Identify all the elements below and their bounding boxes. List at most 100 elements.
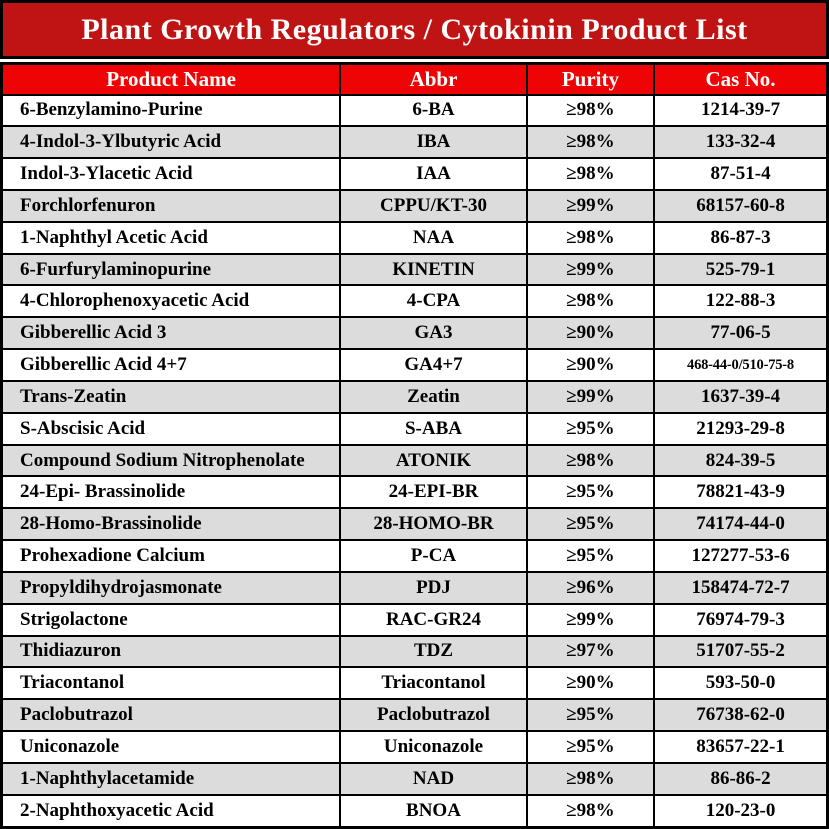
table-row: 1-Naphthyl Acetic Acid NAA ≥98% 86-87-3: [0, 220, 829, 255]
cas-no-cell: 133-32-4: [653, 125, 829, 160]
abbr-cell: Paclobutrazol: [339, 698, 528, 733]
table-row: Trans-Zeatin Zeatin ≥99% 1637-39-4: [0, 379, 829, 414]
abbr-cell: Triacontanol: [339, 666, 528, 701]
table-row: Triacontanol Triacontanol ≥90% 593-50-0: [0, 666, 829, 701]
abbr-cell: TDZ: [339, 634, 528, 669]
table-row: 6-Benzylamino-Purine 6-BA ≥98% 1214-39-7: [0, 93, 829, 128]
abbr-cell: NAA: [339, 220, 528, 255]
product-name-cell: Uniconazole: [0, 730, 342, 764]
product-name-cell: S-Abscisic Acid: [0, 411, 342, 446]
table-row: 2-Naphthoxyacetic Acid BNOA ≥98% 120-23-0: [0, 793, 829, 829]
table-row: Strigolactone RAC-GR24 ≥99% 76974-79-3: [0, 602, 829, 637]
purity-cell: ≥98%: [525, 93, 656, 128]
table-row: S-Abscisic Acid S-ABA ≥95% 21293-29-8: [0, 411, 829, 446]
product-name-cell: Trans-Zeatin: [0, 379, 342, 414]
table-row: Thidiazuron TDZ ≥97% 51707-55-2: [0, 634, 829, 669]
table-row: Indol-3-Ylacetic Acid IAA ≥98% 87-51-4: [0, 157, 829, 191]
cas-no-cell: 68157-60-8: [653, 188, 829, 223]
cas-no-cell: 83657-22-1: [653, 730, 829, 764]
purity-cell: ≥95%: [525, 475, 656, 510]
abbr-cell: 4-CPA: [339, 284, 528, 319]
cas-no-cell: 824-39-5: [653, 443, 829, 478]
abbr-cell: GA3: [339, 316, 528, 351]
table-row: Gibberellic Acid 4+7 GA4+7 ≥90% 468-44-0/51…: [0, 348, 829, 382]
table-row: Gibberellic Acid 3 GA3 ≥90% 77-06-5: [0, 316, 829, 351]
purity-cell: ≥98%: [525, 761, 656, 796]
product-name-cell: 4-Indol-3-Ylbutyric Acid: [0, 125, 342, 160]
cas-no-cell: 593-50-0: [653, 666, 829, 701]
purity-cell: ≥95%: [525, 507, 656, 542]
purity-cell: ≥96%: [525, 570, 656, 605]
abbr-cell: GA4+7: [339, 348, 528, 382]
cas-no-cell: 525-79-1: [653, 252, 829, 287]
column-header-cas-no: Cas No.: [653, 62, 829, 96]
product-name-cell: Strigolactone: [0, 602, 342, 637]
cas-no-cell: 76974-79-3: [653, 602, 829, 637]
cas-no-cell: 51707-55-2: [653, 634, 829, 669]
cas-no-cell: 86-86-2: [653, 761, 829, 796]
abbr-cell: BNOA: [339, 793, 528, 829]
purity-cell: ≥99%: [525, 379, 656, 414]
purity-cell: ≥99%: [525, 252, 656, 287]
table-row: Propyldihydrojasmonate PDJ ≥96% 158474-72-7: [0, 570, 829, 605]
cas-no-cell: 86-87-3: [653, 220, 829, 255]
purity-cell: ≥98%: [525, 125, 656, 160]
product-name-cell: 24-Epi- Brassinolide: [0, 475, 342, 510]
purity-cell: ≥99%: [525, 188, 656, 223]
product-name-cell: Propyldihydrojasmonate: [0, 570, 342, 605]
product-name-cell: 28-Homo-Brassinolide: [0, 507, 342, 542]
purity-cell: ≥98%: [525, 220, 656, 255]
header-row: Product Name Abbr Purity Cas No.: [0, 62, 829, 96]
cas-no-cell: 1637-39-4: [653, 379, 829, 414]
abbr-cell: CPPU/KT-30: [339, 188, 528, 223]
abbr-cell: KINETIN: [339, 252, 528, 287]
cas-no-cell: 122-88-3: [653, 284, 829, 319]
product-name-cell: 2-Naphthoxyacetic Acid: [0, 793, 342, 829]
purity-cell: ≥99%: [525, 602, 656, 637]
table-row: 4-Chlorophenoxyacetic Acid 4-CPA ≥98% 122-8…: [0, 284, 829, 319]
column-header-product-name: Product Name: [0, 62, 342, 96]
abbr-cell: ATONIK: [339, 443, 528, 478]
cas-no-cell: 78821-43-9: [653, 475, 829, 510]
cas-no-cell: 87-51-4: [653, 157, 829, 191]
product-name-cell: Paclobutrazol: [0, 698, 342, 733]
cas-no-cell: 77-06-5: [653, 316, 829, 351]
product-name-cell: 4-Chlorophenoxyacetic Acid: [0, 284, 342, 319]
product-name-cell: 6-Benzylamino-Purine: [0, 93, 342, 128]
table-row: 24-Epi- Brassinolide 24-EPI-BR ≥95% 78821-4…: [0, 475, 829, 510]
table-row: Compound Sodium Nitrophenolate ATONIK ≥98%…: [0, 443, 829, 478]
purity-cell: ≥98%: [525, 443, 656, 478]
abbr-cell: P-CA: [339, 539, 528, 573]
purity-cell: ≥90%: [525, 348, 656, 382]
product-name-cell: Prohexadione Calcium: [0, 539, 342, 573]
abbr-cell: 6-BA: [339, 93, 528, 128]
abbr-cell: 24-EPI-BR: [339, 475, 528, 510]
cas-no-cell: 468-44-0/510-75-8: [653, 348, 829, 382]
column-header-purity: Purity: [525, 62, 656, 96]
cas-no-cell: 76738-62-0: [653, 698, 829, 733]
table-row: 6-Furfurylaminopurine KINETIN ≥99% 525-79-1: [0, 252, 829, 287]
abbr-cell: Zeatin: [339, 379, 528, 414]
table-header: Product Name Abbr Purity Cas No.: [0, 62, 829, 96]
product-name-cell: 6-Furfurylaminopurine: [0, 252, 342, 287]
table-row: Uniconazole Uniconazole ≥95% 83657-22-1: [0, 730, 829, 764]
purity-cell: ≥95%: [525, 411, 656, 446]
abbr-cell: PDJ: [339, 570, 528, 605]
product-name-cell: Gibberellic Acid 3: [0, 316, 342, 351]
cas-no-cell: 74174-44-0: [653, 507, 829, 542]
product-name-cell: Indol-3-Ylacetic Acid: [0, 157, 342, 191]
abbr-cell: Uniconazole: [339, 730, 528, 764]
abbr-cell: IAA: [339, 157, 528, 191]
purity-cell: ≥90%: [525, 666, 656, 701]
cas-no-cell: 120-23-0: [653, 793, 829, 829]
product-table: Product Name Abbr Purity Cas No. 6-Benzy…: [0, 62, 829, 829]
product-name-cell: Forchlorfenuron: [0, 188, 342, 223]
cas-no-cell: 127277-53-6: [653, 539, 829, 573]
column-header-abbr: Abbr: [339, 62, 528, 96]
product-name-cell: 1-Naphthyl Acetic Acid: [0, 220, 342, 255]
table-row: 4-Indol-3-Ylbutyric Acid IBA ≥98% 133-32-4: [0, 125, 829, 160]
purity-cell: ≥98%: [525, 793, 656, 829]
page-title: Plant Growth Regulators / Cytokinin Prod…: [81, 12, 748, 46]
table-row: Prohexadione Calcium P-CA ≥95% 127277-53-6: [0, 539, 829, 573]
